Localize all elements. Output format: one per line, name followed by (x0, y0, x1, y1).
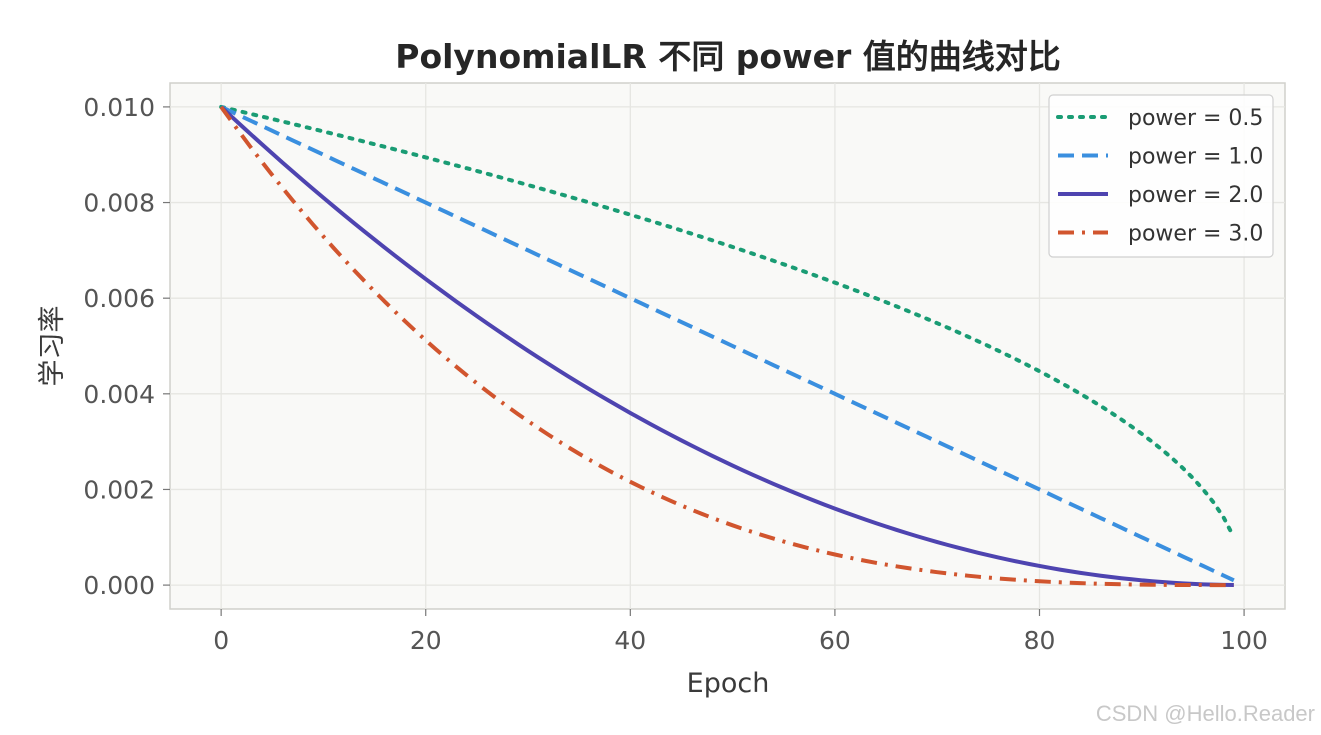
legend-label: power = 1.0 (1128, 145, 1263, 170)
chart-title: PolynomialLR 不同 power 值的曲线对比 (395, 37, 1060, 76)
y-axis-label: 学习率 (37, 306, 68, 387)
series-line-power-3 (219, 105, 1234, 588)
x-ticks: 0 20 40 60 80 100 (213, 609, 1268, 655)
x-tick-label: 0 (213, 626, 229, 655)
y-tick-label: 0.010 (83, 93, 155, 122)
series-line-power-2 (219, 105, 1234, 588)
y-tick-label: 0.008 (83, 189, 155, 218)
legend-box (1048, 94, 1274, 258)
series-line-power-1 (220, 105, 1235, 583)
legend-label: power = 2.0 (1128, 183, 1263, 208)
legend: power = 0.5 power = 1.0 power = 2.0 power =… (1048, 94, 1274, 258)
x-tick-label: 100 (1220, 626, 1268, 655)
y-tick-label: 0.000 (83, 571, 155, 600)
x-tick-label: 80 (1024, 626, 1056, 655)
series-layer (219, 104, 1236, 588)
y-tick-label: 0.002 (83, 475, 155, 504)
x-axis-label: Epoch (687, 668, 770, 699)
series-line-power-0.5 (219, 104, 1236, 540)
legend-label: power = 0.5 (1128, 106, 1263, 131)
grid (170, 83, 1285, 609)
y-ticks: 0.000 0.002 0.004 0.006 0.008 0.010 (83, 93, 170, 600)
legend-label: power = 3.0 (1128, 222, 1263, 247)
x-tick-label: 40 (614, 626, 646, 655)
x-tick-label: 20 (410, 626, 442, 655)
watermark: CSDN @Hello.Reader (1095, 701, 1315, 726)
y-tick-label: 0.006 (83, 284, 155, 313)
y-tick-label: 0.004 (83, 380, 155, 409)
x-tick-label: 60 (819, 626, 851, 655)
